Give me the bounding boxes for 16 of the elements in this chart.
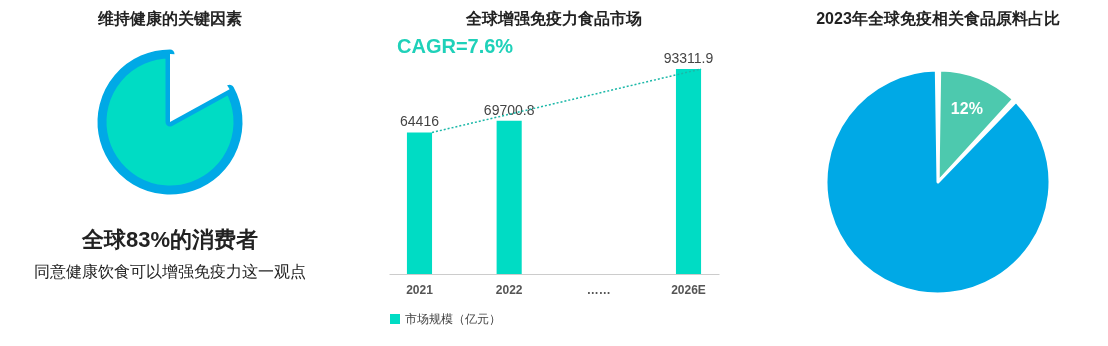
x-tick-label: …… <box>586 282 611 297</box>
chart-title: 2023年全球免疫相关食品原料占比 <box>816 10 1060 27</box>
text: 全球83%的消费者 <box>80 227 259 252</box>
data-label: 12% <box>950 100 983 118</box>
text: 同意健康饮食可以增强免疫力这一观点 <box>34 263 306 280</box>
text: CAGR=7.6% <box>397 35 514 57</box>
chart-title: 全球增强免疫力食品市场 <box>465 10 642 27</box>
x-tick-label: 2021 <box>406 282 434 297</box>
legend-label: 市场规模（亿元） <box>405 312 501 326</box>
chart-title: 维持健康的关键因素 <box>97 10 242 27</box>
x-tick-label: 2022 <box>495 282 523 297</box>
pie-slice <box>824 68 1052 296</box>
data-label: 64416 <box>400 113 440 130</box>
data-label: 93311.9 <box>663 50 714 66</box>
data-label: 69700.8 <box>483 101 535 118</box>
x-tick-label: 2026E <box>671 282 706 297</box>
